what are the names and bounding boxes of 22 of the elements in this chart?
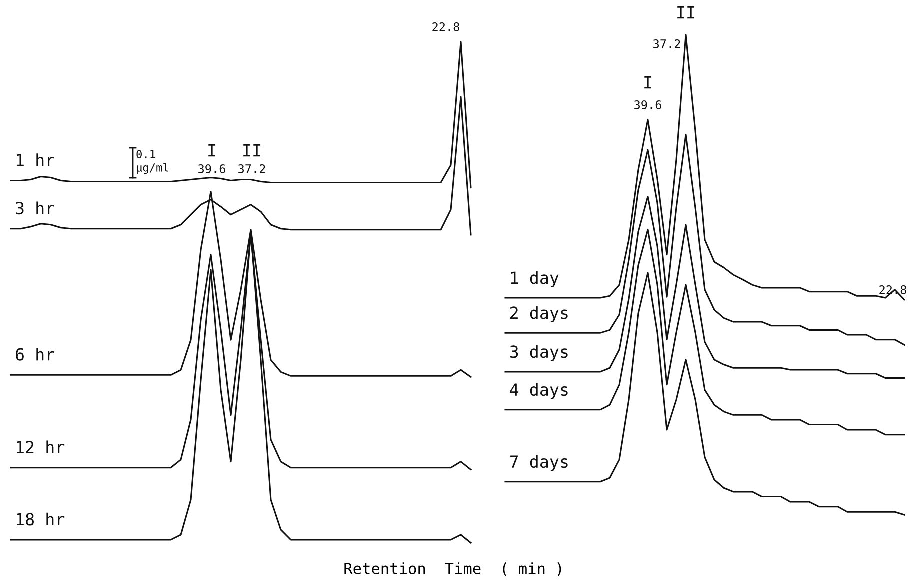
series-label: 3 days xyxy=(510,345,568,362)
series-label: 7 days xyxy=(510,455,568,472)
annotation: 39.6 xyxy=(198,164,226,174)
annotation: 37.2 xyxy=(238,164,266,174)
annotation: 0.1 µg/ml xyxy=(136,150,168,174)
series-label: 18 hr xyxy=(17,512,65,526)
annotation: II xyxy=(244,144,260,157)
series-label: 1 day xyxy=(511,271,559,288)
x-axis-title: Retention Time ( min ) xyxy=(344,562,562,576)
text: II xyxy=(678,6,694,19)
series-label: 3 hr xyxy=(16,202,54,215)
text: 22.8 xyxy=(432,22,460,32)
series-label: 1 hr xyxy=(17,154,54,166)
series-label: 4 days xyxy=(510,383,568,400)
annotation: 37.2 xyxy=(654,40,680,48)
annotation: I xyxy=(208,144,216,157)
series-label: 2 days xyxy=(510,306,568,323)
series-label: 12 hr xyxy=(17,440,65,454)
series-label: 6 hr xyxy=(16,348,54,361)
annotation: I xyxy=(644,76,652,89)
annotation: 22.8 xyxy=(880,286,906,294)
annotation: 39.6 xyxy=(634,100,662,110)
